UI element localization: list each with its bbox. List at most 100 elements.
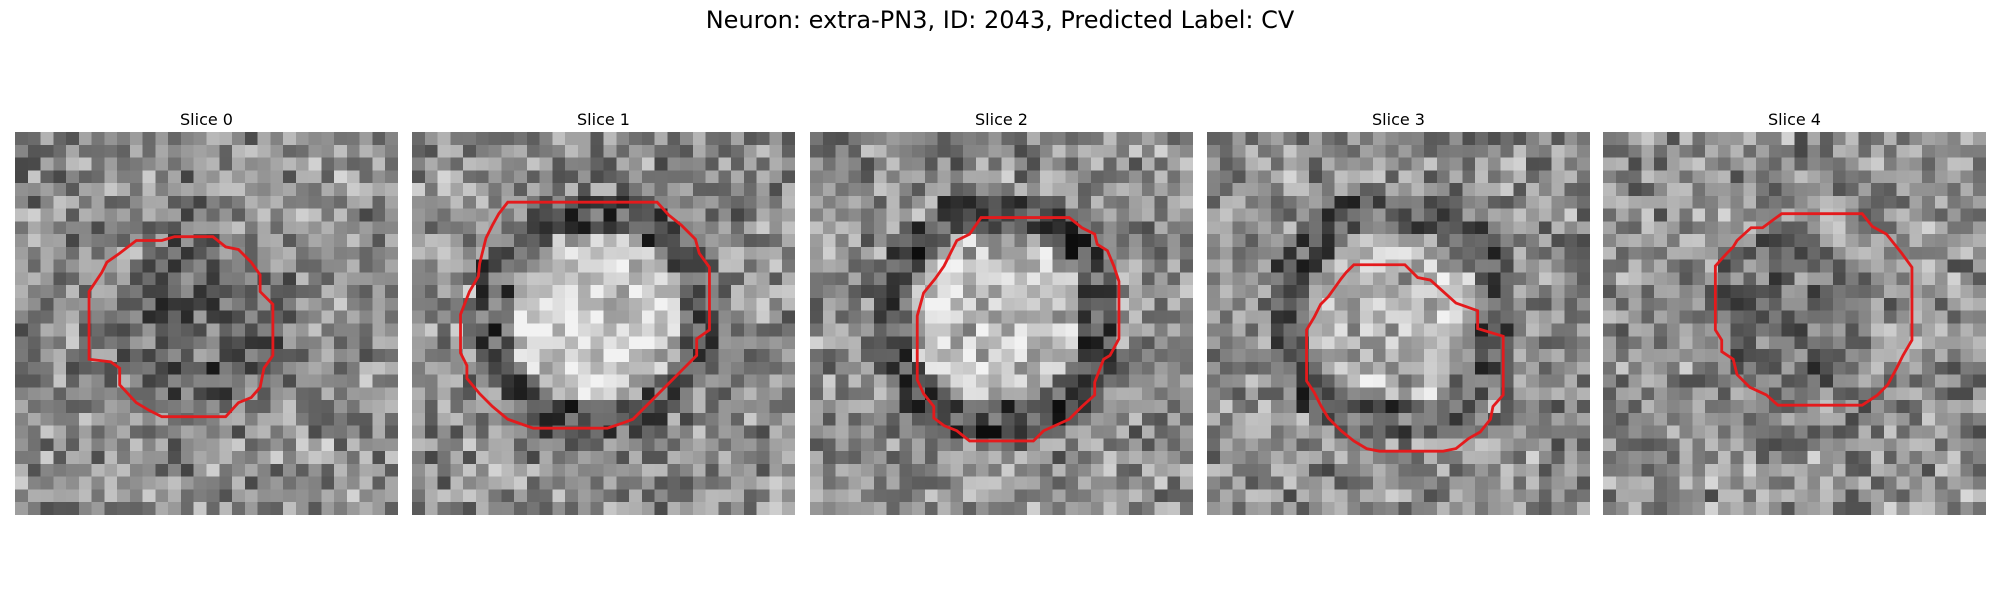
pixel: [1896, 144, 1910, 158]
pixel: [142, 195, 156, 209]
pixel: [950, 361, 964, 375]
pixel: [257, 336, 271, 350]
pixel: [899, 272, 913, 286]
pixel: [1424, 144, 1438, 158]
pixel: [1090, 489, 1104, 503]
pixel: [1283, 400, 1297, 414]
pixel: [577, 246, 591, 260]
pixel: [270, 246, 284, 260]
pixel: [283, 425, 297, 439]
pixel: [346, 502, 360, 515]
pixel: [1807, 438, 1821, 452]
slice-title: Slice 2: [975, 110, 1028, 129]
pixel: [1309, 438, 1323, 452]
pixel: [692, 183, 706, 197]
pixel: [1730, 246, 1744, 260]
pixel-grid: [1603, 132, 1986, 515]
pixel: [501, 463, 515, 477]
pixel: [232, 208, 246, 222]
pixel: [1807, 476, 1821, 490]
pixel: [1219, 297, 1233, 311]
pixel: [53, 425, 67, 439]
pixel: [321, 195, 335, 209]
pixel: [283, 349, 297, 363]
pixel: [206, 425, 220, 439]
pixel: [1896, 234, 1910, 248]
pixel: [180, 323, 194, 337]
pixel: [1705, 463, 1719, 477]
pixel: [743, 489, 757, 503]
pixel: [1807, 208, 1821, 222]
pixel: [667, 310, 681, 324]
pixel: [1934, 476, 1948, 490]
pixel: [886, 412, 900, 426]
pixel: [15, 502, 29, 515]
pixel: [40, 259, 54, 273]
pixel: [1462, 157, 1476, 171]
pixel: [1743, 438, 1757, 452]
pixel: [539, 285, 553, 299]
pixel: [667, 349, 681, 363]
pixel: [1001, 285, 1015, 299]
pixel: [937, 323, 951, 337]
pixel: [168, 208, 182, 222]
pixel: [206, 336, 220, 350]
pixel: [1424, 221, 1438, 235]
pixel: [1577, 272, 1590, 286]
pixel: [1845, 323, 1859, 337]
pixel: [1462, 144, 1476, 158]
pixel: [1832, 336, 1846, 350]
pixel: [1577, 451, 1590, 465]
pixel: [1628, 463, 1642, 477]
pixel: [1807, 272, 1821, 286]
pixel: [1360, 412, 1374, 426]
pixel: [1103, 272, 1117, 286]
pixel: [1641, 502, 1655, 515]
pixel: [257, 246, 271, 260]
pixel: [667, 374, 681, 388]
pixel: [1436, 451, 1450, 465]
pixel: [385, 272, 398, 286]
pixel: [206, 132, 220, 146]
slice-title: Slice 3: [1372, 110, 1425, 129]
pixel: [501, 170, 515, 184]
pixel: [1807, 412, 1821, 426]
pixel: [437, 412, 451, 426]
pixel: [1871, 183, 1885, 197]
pixel: [975, 361, 989, 375]
pixel: [539, 323, 553, 337]
pixel: [66, 132, 80, 146]
pixel: [654, 502, 668, 515]
pixel: [1360, 221, 1374, 235]
pixel: [1564, 132, 1578, 146]
pixel: [1487, 234, 1501, 248]
pixel: [731, 285, 745, 299]
pixel: [1449, 374, 1463, 388]
pixel: [1692, 310, 1706, 324]
pixel: [437, 336, 451, 350]
pixel: [1717, 489, 1731, 503]
pixel: [1449, 272, 1463, 286]
pixel: [1245, 374, 1259, 388]
pixel: [886, 272, 900, 286]
pixel: [78, 234, 92, 248]
pixel: [1960, 144, 1974, 158]
pixel: [1820, 361, 1834, 375]
pixel: [1129, 425, 1143, 439]
pixel: [731, 361, 745, 375]
pixel: [680, 144, 694, 158]
pixel: [1411, 451, 1425, 465]
pixel: [1258, 463, 1272, 477]
pixel: [1462, 374, 1476, 388]
pixel: [756, 221, 770, 235]
pixel: [1692, 246, 1706, 260]
pixel: [1526, 144, 1540, 158]
pixel: [1883, 208, 1897, 222]
pixel: [603, 297, 617, 311]
pixel: [15, 476, 29, 490]
pixel: [950, 208, 964, 222]
pixel: [155, 374, 169, 388]
pixel: [1845, 425, 1859, 439]
pixel: [1014, 463, 1028, 477]
pixel: [168, 132, 182, 146]
